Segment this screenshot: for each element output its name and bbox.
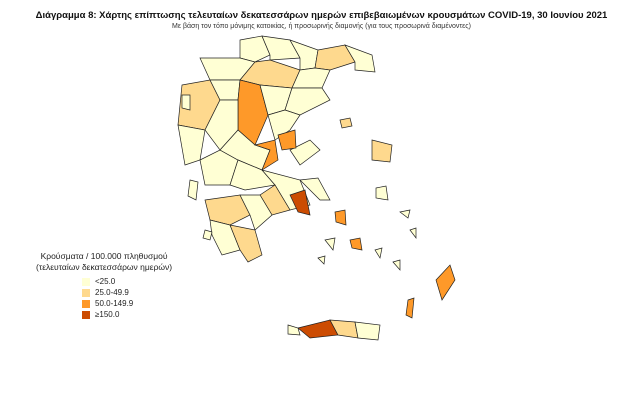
region-shape bbox=[187, 179, 199, 201]
legend-swatch bbox=[82, 310, 90, 319]
region-shape bbox=[267, 109, 301, 141]
region-shape bbox=[344, 44, 376, 73]
region-shape bbox=[349, 237, 363, 251]
legend-title-2: (τελευταίων δεκατεσσάρων ημερών) bbox=[36, 262, 173, 272]
legend-item: 25.0-49.9 bbox=[82, 287, 172, 298]
region-shape bbox=[334, 209, 347, 226]
region-shape bbox=[409, 227, 417, 240]
region-shape bbox=[289, 139, 321, 166]
region-shape bbox=[277, 129, 297, 151]
legend-item: <25.0 bbox=[82, 276, 172, 287]
legend: Κρούσματα / 100.000 πληθυσμού (τελευταίω… bbox=[36, 251, 172, 320]
region-shape bbox=[181, 94, 191, 111]
region-shape bbox=[253, 139, 279, 171]
region-shape bbox=[287, 324, 301, 336]
region-shape bbox=[314, 44, 356, 71]
region-shape bbox=[177, 124, 206, 166]
region-shape bbox=[371, 139, 393, 163]
legend-swatch bbox=[82, 288, 90, 297]
region-shape bbox=[261, 35, 301, 61]
region-shape bbox=[229, 159, 276, 191]
region-shape bbox=[229, 224, 263, 263]
region-shape bbox=[354, 321, 381, 341]
region-shape bbox=[289, 189, 311, 216]
region-shape bbox=[284, 87, 331, 116]
region-shape bbox=[204, 194, 251, 226]
region-shape bbox=[375, 185, 389, 201]
region-shape bbox=[374, 247, 383, 259]
legend-label: 50.0-149.9 bbox=[95, 299, 134, 308]
legend-item: ≥150.0 bbox=[82, 309, 172, 320]
region-shape bbox=[239, 194, 273, 231]
legend-label: ≥150.0 bbox=[95, 310, 120, 319]
region-shape bbox=[405, 297, 415, 319]
region-shape bbox=[392, 259, 401, 271]
region-shape bbox=[317, 255, 326, 265]
legend-swatch bbox=[82, 299, 90, 308]
legend-label: 25.0-49.9 bbox=[95, 288, 129, 297]
legend-item: 50.0-149.9 bbox=[82, 298, 172, 309]
region-shape bbox=[299, 177, 331, 201]
region-shape bbox=[204, 99, 239, 151]
region-shape bbox=[339, 117, 353, 129]
region-shape bbox=[239, 35, 271, 63]
region-shape bbox=[291, 67, 331, 89]
map-title: Διάγραμμα 8: Χάρτης επίπτωσης τελευταίων… bbox=[35, 10, 608, 21]
region-shape bbox=[399, 209, 411, 219]
legend-label: <25.0 bbox=[95, 277, 116, 286]
map-subtitle: Με βάση τον τόπο μόνιμης κατοικίας, ή πρ… bbox=[172, 23, 471, 30]
region-shape bbox=[324, 237, 336, 251]
region-shape bbox=[202, 229, 213, 241]
legend-title-1: Κρούσματα / 100.000 πληθυσμού bbox=[40, 251, 168, 261]
legend-swatch bbox=[82, 277, 90, 286]
region-shape bbox=[435, 264, 456, 301]
